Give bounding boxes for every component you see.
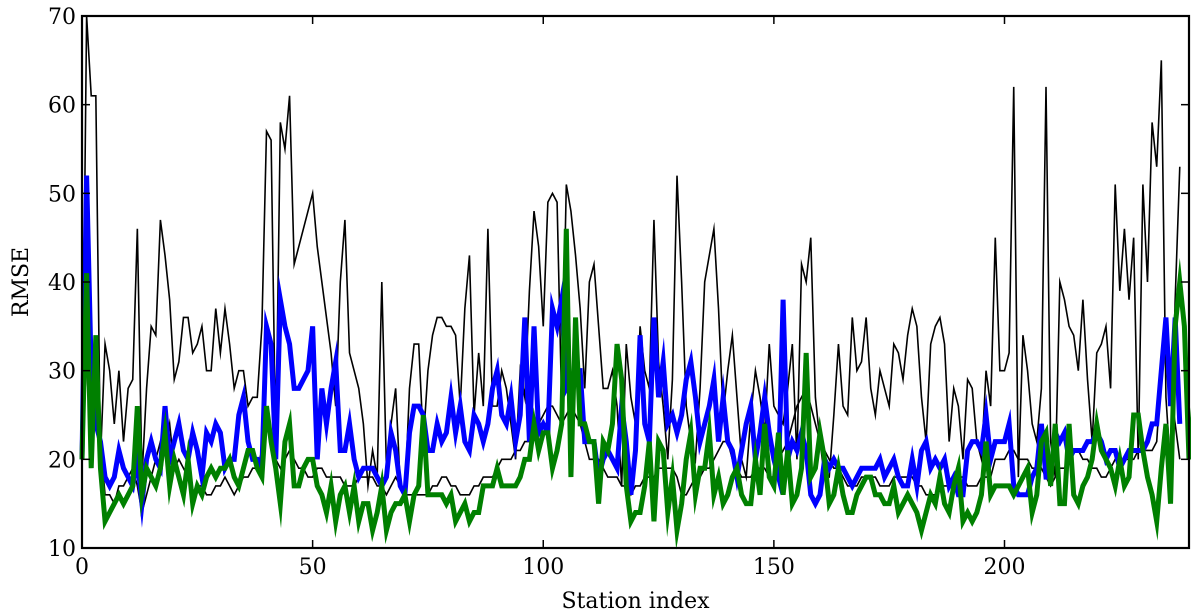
y-tick-label: 40 [48, 271, 76, 296]
tick-labels-layer: 0 50 100 150 200 10 20 30 40 50 60 70 [48, 5, 1026, 580]
x-axis-label: Station index [561, 589, 710, 614]
ticks-layer [81, 15, 1189, 549]
y-tick-label: 70 [48, 5, 76, 30]
series-line-3 [79, 175, 1183, 528]
series-line-4 [79, 228, 1191, 550]
series-layer [79, 15, 1191, 550]
series-line-1 [81, 15, 1181, 498]
y-axis-label: RMSE [9, 247, 34, 317]
y-tick-label: 50 [48, 182, 76, 207]
x-tick-label: 0 [75, 555, 89, 580]
x-tick-label: 200 [984, 555, 1026, 580]
x-tick-label: 50 [299, 555, 327, 580]
y-tick-label: 10 [48, 537, 76, 562]
y-tick-label: 20 [48, 448, 76, 473]
x-tick-label: 150 [753, 555, 795, 580]
x-tick-label: 100 [522, 555, 564, 580]
y-tick-label: 30 [48, 360, 76, 385]
y-tick-label: 60 [48, 94, 76, 119]
